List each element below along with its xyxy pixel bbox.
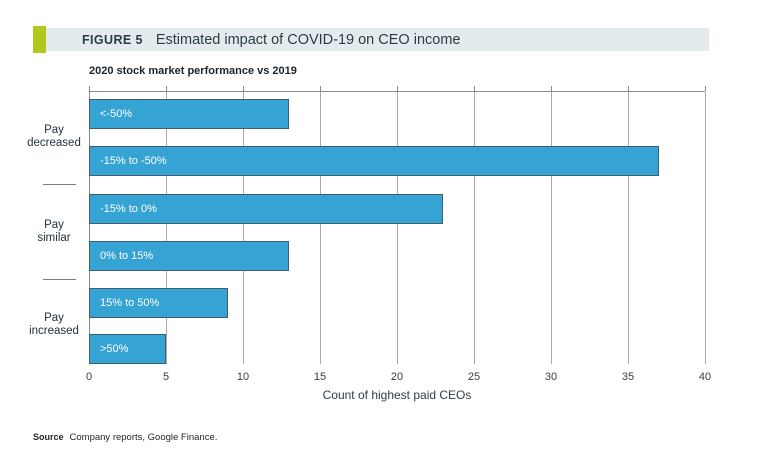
source-label: Source: [33, 432, 64, 442]
bar-4: 15% to 50%: [89, 288, 228, 318]
x-tick-label-15: 15: [313, 371, 327, 383]
chart-subtitle: 2020 stock market performance vs 2019: [89, 65, 297, 77]
bar-label: 0% to 15%: [100, 250, 154, 262]
gridline-40: [705, 92, 706, 364]
x-tick-label-25: 25: [467, 371, 481, 383]
top-tick-30: [551, 86, 552, 91]
bar-5: >50%: [89, 334, 166, 364]
figure-title: Estimated impact of COVID-19 on CEO inco…: [155, 31, 461, 48]
x-tick-label-30: 30: [544, 371, 558, 383]
bar-1: -15% to -50%: [89, 146, 659, 176]
top-tick-35: [628, 86, 629, 91]
bar-2: -15% to 0%: [89, 194, 444, 224]
figure-number: FIGURE 5: [82, 32, 143, 47]
gridline-25: [474, 92, 475, 364]
gridline-35: [628, 92, 629, 364]
top-tick-40: [705, 86, 706, 91]
top-tick-15: [320, 86, 321, 91]
bar-3: 0% to 15%: [89, 241, 290, 271]
top-tick-20: [397, 86, 398, 91]
x-tick-label-10: 10: [236, 371, 250, 383]
x-tick-label-5: 5: [162, 371, 170, 383]
gridline-5: [166, 92, 167, 364]
gridline-15: [320, 92, 321, 364]
group-separator-0: [43, 184, 76, 185]
bar-label: -15% to -50%: [100, 155, 167, 167]
figure-header: FIGURE 5 Estimated impact of COVID-19 on…: [46, 28, 709, 51]
bar-0: <-50%: [89, 99, 290, 129]
bar-label: -15% to 0%: [100, 203, 157, 215]
top-tick-0: [89, 86, 90, 91]
bar-label: >50%: [100, 343, 129, 355]
gridline-10: [243, 92, 244, 364]
bar-label: 15% to 50%: [100, 297, 160, 309]
source-note: Source Company reports, Google Finance.: [33, 432, 217, 443]
x-axis-title: Count of highest paid CEOs: [322, 388, 472, 402]
group-label-0: Pay decreased: [27, 123, 81, 149]
figure-accent-bar: [33, 26, 46, 53]
group-separator-1: [43, 278, 76, 280]
plot-area: <-50% -15% to -50% -15% to 0% 0% to 15% 15% …: [89, 86, 706, 364]
top-tick-25: [474, 86, 475, 91]
gridline-30: [551, 92, 552, 364]
group-label-2: Pay increased: [29, 312, 79, 337]
x-tick-label-40: 40: [698, 371, 712, 383]
top-tick-10: [243, 86, 244, 91]
x-tick-label-35: 35: [621, 371, 635, 383]
top-tick-5: [166, 86, 167, 91]
x-tick-label-0: 0: [85, 371, 93, 383]
source-text: Company reports, Google Finance.: [69, 432, 218, 443]
group-label-1: Pay similar: [37, 218, 71, 244]
x-tick-label-20: 20: [390, 371, 404, 383]
gridline-20: [397, 92, 398, 364]
bar-label: <-50%: [100, 108, 133, 120]
y-axis-line: [89, 92, 90, 364]
